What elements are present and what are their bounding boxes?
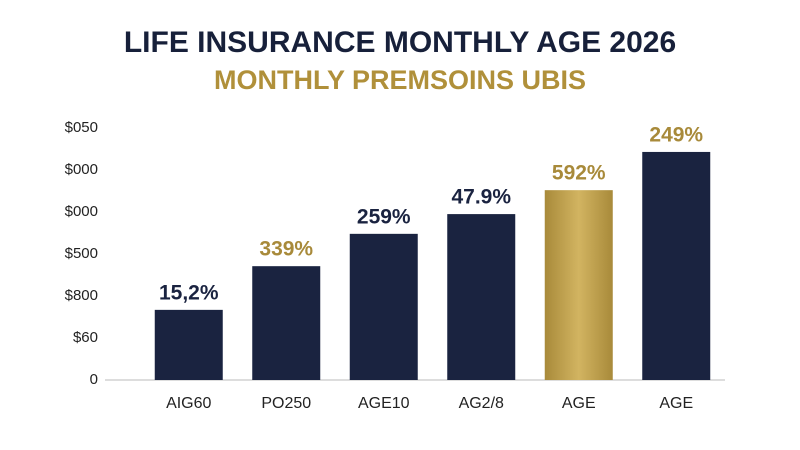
x-tick-label: AGE bbox=[562, 395, 596, 412]
chart-subtitle: MONTHLY PREMSOINS UBIS bbox=[214, 65, 586, 95]
y-tick-label: $800 bbox=[65, 287, 98, 304]
y-tick-label: $000 bbox=[65, 203, 98, 220]
bar bbox=[349, 233, 418, 380]
bar-annotation: 249% bbox=[649, 123, 703, 146]
x-tick-label: AIG60 bbox=[166, 395, 211, 412]
bar-annotation: 592% bbox=[552, 162, 606, 185]
y-tick-label: 0 bbox=[90, 371, 98, 388]
x-tick-label: AGE10 bbox=[358, 395, 410, 412]
y-tick-label: $60 bbox=[73, 329, 98, 346]
bar-annotation: 339% bbox=[259, 238, 313, 261]
x-tick-label: PO250 bbox=[261, 395, 311, 412]
x-tick-label: AG2/8 bbox=[459, 395, 504, 412]
x-tick-label: AGE bbox=[659, 395, 693, 412]
bar-annotation: 259% bbox=[357, 205, 411, 228]
bar bbox=[154, 309, 223, 380]
bar bbox=[642, 151, 711, 380]
chart-title: LIFE INSURANCE MONTHLY AGE 2026 bbox=[124, 26, 676, 59]
bar bbox=[447, 214, 516, 380]
y-tick-label: $000 bbox=[65, 161, 98, 178]
y-tick-label: $050 bbox=[65, 119, 98, 136]
bar bbox=[252, 266, 321, 380]
y-tick-label: $500 bbox=[65, 245, 98, 262]
bar-annotation: 15,2% bbox=[159, 281, 219, 304]
bar bbox=[544, 190, 613, 380]
bar-annotation: 47.9% bbox=[451, 186, 511, 209]
